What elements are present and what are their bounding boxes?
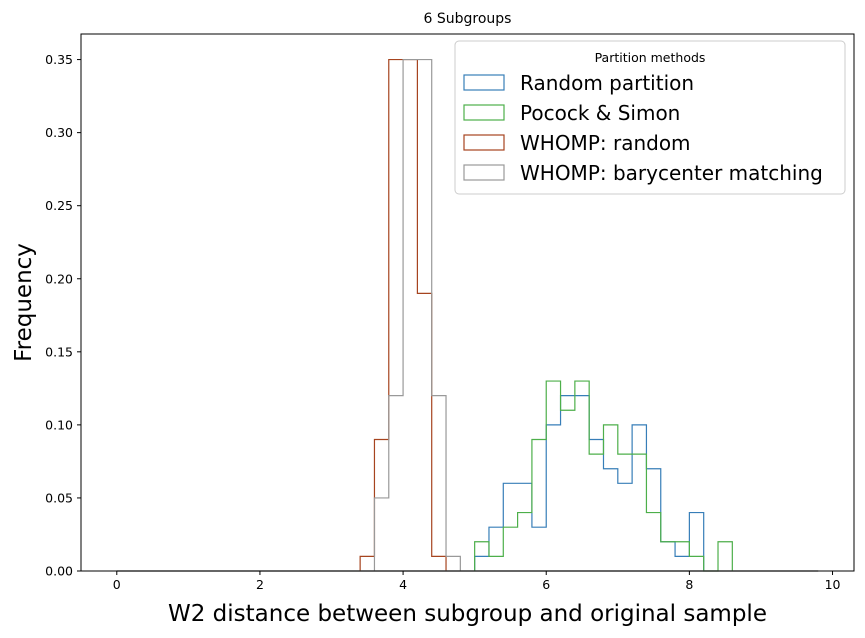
series-outline-whomp-barycenter-matching: [373, 58, 461, 571]
y-tick-label: 0.30: [45, 125, 73, 140]
hist-bin-pocock-simon-6: [561, 410, 575, 571]
hist-bin-pocock-simon-14: [689, 556, 703, 571]
hist-bin-pocock-simon-9: [603, 425, 617, 571]
legend-title: Partition methods: [595, 50, 706, 65]
hist-bin-pocock-simon-8: [589, 454, 603, 571]
hist-bin-pocock-simon-3: [518, 513, 532, 571]
legend-swatch: [463, 74, 505, 91]
axes-frame: [80, 33, 855, 572]
legend-swatch: [463, 134, 505, 151]
x-tick-label: 8: [685, 577, 693, 592]
hist-bin-pocock-simon-2: [503, 527, 517, 571]
legend-entry: WHOMP: barycenter matching: [463, 161, 823, 185]
y-tick-label: 0.10: [45, 417, 73, 432]
x-axis-label: W2 distance between subgroup and origina…: [168, 601, 767, 627]
x-tick-label: 10: [825, 577, 841, 592]
legend-entry: Random partition: [463, 71, 694, 95]
legend-box: [454, 40, 846, 195]
hist-bin-pocock-simon-1: [489, 556, 503, 571]
x-ticks: 0 2 4 6 8 10: [113, 571, 841, 592]
hist-bin-pocock-simon-11: [646, 513, 660, 571]
hist-bin-pocock-simon-7: [575, 381, 589, 571]
legend-swatch: [463, 164, 505, 181]
hist-bin-pocock-simon-5: [546, 381, 560, 571]
legend-label: WHOMP: random: [520, 131, 691, 155]
hist-bin-whomp-barycenter-matching-3: [432, 396, 446, 571]
y-tick-label: 0.00: [45, 564, 73, 579]
y-axis-label: Frequency: [11, 243, 37, 362]
hist-bin-pocock-simon-10: [618, 454, 647, 571]
hist-bin-whomp-barycenter-matching-2: [403, 60, 432, 571]
y-tick-label: 0.25: [45, 198, 73, 213]
hist-bin-whomp-barycenter-matching-1: [389, 396, 403, 571]
hist-bin-pocock-simon-15: [718, 542, 732, 571]
series-whomp-barycenter-matching: [373, 58, 461, 571]
hist-bin-pocock-simon-13: [675, 542, 689, 571]
legend-entries: Random partition Pocock & Simon WHOMP: ran…: [463, 71, 823, 185]
x-tick-label: 2: [256, 577, 264, 592]
legend: Partition methods Random partition Pocock…: [454, 40, 846, 195]
hist-bin-pocock-simon-4: [532, 439, 546, 571]
legend-entry: WHOMP: random: [463, 131, 691, 155]
hist-bin-whomp-barycenter-matching-0: [374, 498, 388, 571]
chart-title: 6 Subgroups: [424, 11, 512, 27]
legend-label: Pocock & Simon: [520, 101, 680, 125]
x-tick-label: 6: [542, 577, 550, 592]
hist-bin-pocock-simon-0: [475, 542, 489, 571]
y-tick-label: 0.35: [45, 52, 73, 67]
legend-entry: Pocock & Simon: [463, 101, 680, 125]
series-pocock-simon: [474, 380, 733, 572]
y-tick-label: 0.15: [45, 344, 73, 359]
legend-label: Random partition: [520, 71, 694, 95]
x-tick-label: 0: [113, 577, 121, 592]
hist-bin-whomp-barycenter-matching-4: [446, 556, 460, 571]
series-outline-pocock-simon: [474, 380, 733, 572]
y-tick-label: 0.05: [45, 490, 73, 505]
y-ticks: 0.00 0.05 0.10 0.15 0.20 0.25 0.30 0.35: [45, 52, 81, 579]
x-tick-label: 4: [399, 577, 407, 592]
hist-bin-whomp-random-0: [360, 556, 374, 571]
legend-swatch: [463, 104, 505, 121]
hist-bin-pocock-simon-12: [661, 542, 675, 571]
y-tick-label: 0.20: [45, 271, 73, 286]
legend-label: WHOMP: barycenter matching: [520, 161, 823, 185]
